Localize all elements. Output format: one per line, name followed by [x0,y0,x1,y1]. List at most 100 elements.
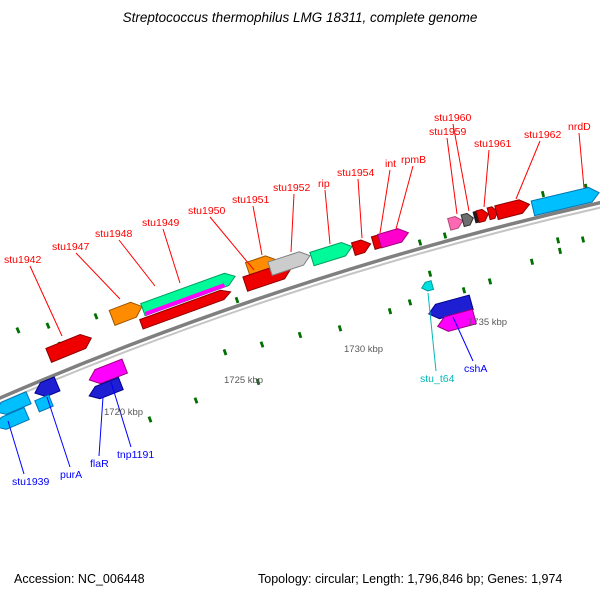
feature-dot [45,322,51,330]
gene-label-stu1959[interactable]: stu1959 [429,126,467,138]
leader-stu1954 [357,178,363,239]
feature-dot [15,326,21,334]
gene-label-nrdD[interactable]: nrdD [568,121,591,133]
leader-tnp1191 [110,381,132,448]
gene-label-stu_t64[interactable]: stu_t64 [420,373,455,385]
leader-stu1960 [452,123,470,212]
leader-stu_t64 [427,292,437,372]
gene-label-stu1939[interactable]: stu1939 [12,476,50,488]
gene-label-stu1961[interactable]: stu1961 [474,138,512,150]
leader-stu1939 [7,420,25,475]
gene-label-int[interactable]: int [385,158,396,170]
feature-dot [529,258,535,266]
gene-label-stu1949[interactable]: stu1949 [142,217,180,229]
feature-dot [417,239,423,246]
leader-stu1947 [75,252,121,300]
leader-stu1950 [209,216,255,271]
page-title: Streptococcus thermophilus LMG 18311, co… [122,10,478,25]
feature-dot [487,278,493,285]
feature-dot [193,397,199,404]
gene-feature-block[interactable] [472,210,480,224]
leader-cshA [452,316,474,362]
gene-gene-cyan-2[interactable] [34,394,54,413]
leader-stu1961 [483,149,490,208]
gene-nrdD[interactable] [530,185,600,217]
gene-stu1947[interactable] [108,299,145,327]
gene-label-stu1948[interactable]: stu1948 [95,228,133,240]
gene-label-tnp1191[interactable]: tnp1191 [117,449,154,461]
gene-purA[interactable] [32,376,61,400]
leader-stu1942 [29,265,63,337]
feature-dot [259,341,265,348]
backbone-shadow [0,206,600,405]
leader-int [379,169,391,234]
gene-stu1942[interactable] [45,331,94,363]
gene-label-stu1947[interactable]: stu1947 [52,241,90,253]
gene-stu1961b[interactable] [486,206,499,221]
gene-label-rip[interactable]: rip [318,178,330,190]
feature-dot [255,378,261,386]
leader-nrdD [578,132,585,189]
feature-dot [337,325,343,332]
gene-stu1961[interactable] [475,208,490,224]
gene-stu_t64[interactable] [420,280,435,293]
topology-text: Topology: circular; Length: 1,796,846 bp… [258,572,563,586]
gene-label-stu1952[interactable]: stu1952 [273,182,311,194]
genome-backbone [0,200,600,400]
leader-rip [324,189,331,245]
accession-text: Accession: NC_006448 [14,572,145,586]
feature-dot [93,312,99,320]
gene-label-rpmB[interactable]: rpmB [401,154,426,166]
feature-dot [147,416,153,423]
gene-stu1959[interactable] [447,215,465,231]
feature-dot [555,237,561,244]
scale-label: 1730 kbp [344,344,383,355]
scale-label: 1735 kbp [468,317,507,328]
gene-label-stu1951[interactable]: stu1951 [232,194,270,206]
leader-purA [46,396,71,468]
gene-stu1960[interactable] [460,212,475,228]
gene-stu1962[interactable] [494,198,531,221]
feature-dot [557,247,563,255]
gene-label-cshA[interactable]: cshA [464,363,487,375]
leader-stu1948 [118,239,156,287]
gene-label-stu1950[interactable]: stu1950 [188,205,226,217]
feature-dot [407,299,413,306]
leader-rpmB [395,165,414,230]
gene-stu1939[interactable] [0,406,30,433]
feature-dot [387,307,393,315]
leader-stu1962 [515,140,541,200]
feature-dot [461,287,467,294]
gene-stu1948-insert[interactable] [144,283,226,316]
gene-cshA[interactable] [427,294,474,321]
gene-label-stu1960[interactable]: stu1960 [434,112,472,124]
feature-dot [540,190,546,198]
gene-label-stu1942[interactable]: stu1942 [4,254,42,266]
gene-stu1954[interactable] [350,238,372,256]
leader-stu1952 [290,193,295,253]
gene-label-stu1954[interactable]: stu1954 [337,167,375,179]
feature-dot [222,348,228,356]
leader-stu1959 [446,137,458,215]
gene-stu1949[interactable] [139,287,233,330]
feature-dot [580,236,586,243]
leader-stu1951 [252,205,263,256]
feature-dot [297,331,303,339]
gene-stu1952[interactable] [267,249,312,277]
scale-label: 1720 kbp [104,407,143,418]
gene-rpmB[interactable] [377,226,411,249]
leader-stu1949 [162,228,181,284]
gene-flaR[interactable] [87,376,124,402]
gene-rip[interactable] [309,240,354,267]
leader-flaR [98,396,104,457]
gene-gene-cyan-1[interactable] [0,391,32,418]
gene-label-stu1962[interactable]: stu1962 [524,129,562,141]
gene-label-flaR[interactable]: flaR [90,458,109,470]
gene-tnp1191[interactable] [87,358,129,387]
gene-label-purA[interactable]: purA [60,469,82,481]
feature-dot [427,270,433,277]
gene-gene-magenta-2[interactable] [436,308,477,333]
feature-dot [442,232,448,239]
